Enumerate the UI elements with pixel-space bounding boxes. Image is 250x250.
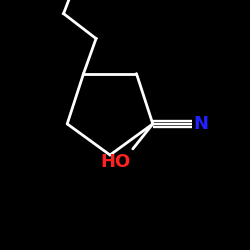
Text: HO: HO (100, 153, 130, 171)
Text: N: N (194, 115, 208, 133)
